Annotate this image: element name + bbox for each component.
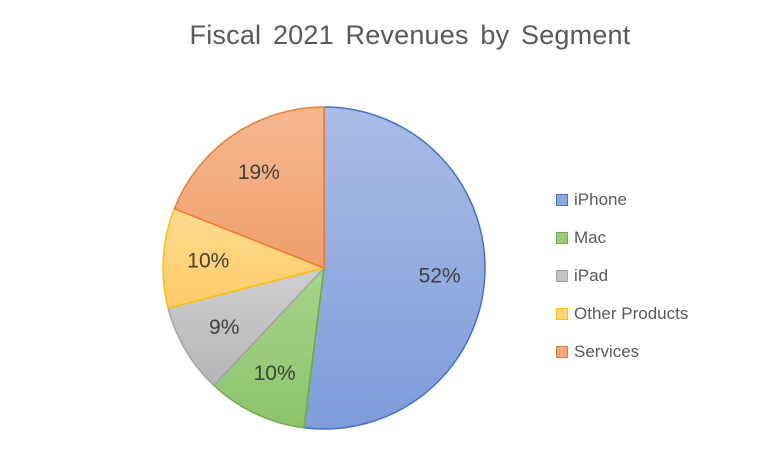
legend-item-mac: Mac bbox=[552, 219, 772, 257]
pie-slice-ipad bbox=[167, 267, 325, 387]
legend-item-iphone: iPhone bbox=[552, 181, 772, 219]
legend-swatch bbox=[556, 346, 568, 358]
legend-label: Mac bbox=[574, 228, 607, 247]
data-label-ipad: 9% bbox=[209, 316, 239, 339]
legend-swatch bbox=[556, 194, 568, 206]
legend-label: iPad bbox=[574, 266, 609, 285]
chart-legend: iPhone Mac iPad Other Products Services bbox=[552, 181, 772, 371]
pie-slice-iphone bbox=[303, 106, 486, 430]
legend-label: Other Products bbox=[574, 304, 689, 323]
legend-label: Services bbox=[574, 342, 640, 361]
legend-item-services: Services bbox=[552, 333, 772, 371]
data-label-services: 19% bbox=[238, 161, 280, 184]
pie-slice-services bbox=[173, 106, 325, 269]
pie-slice-other-products bbox=[162, 207, 325, 309]
legend-swatch bbox=[556, 270, 568, 282]
pie-slice-mac bbox=[213, 267, 325, 429]
chart-title: Fiscal 2021 Revenues by Segment bbox=[189, 20, 631, 50]
legend-item-other-products: Other Products bbox=[552, 295, 772, 333]
data-label-iphone: 52% bbox=[419, 264, 461, 287]
data-label-mac: 10% bbox=[254, 362, 296, 385]
legend-label: iPhone bbox=[574, 190, 627, 209]
legend-swatch bbox=[556, 308, 568, 320]
pie-data-labels: 52% 10% 9% 10% 19% bbox=[187, 161, 460, 385]
pie-slices bbox=[162, 106, 486, 430]
data-label-other-products: 10% bbox=[187, 250, 229, 273]
legend-item-ipad: iPad bbox=[552, 257, 772, 295]
legend-swatch bbox=[556, 232, 568, 244]
